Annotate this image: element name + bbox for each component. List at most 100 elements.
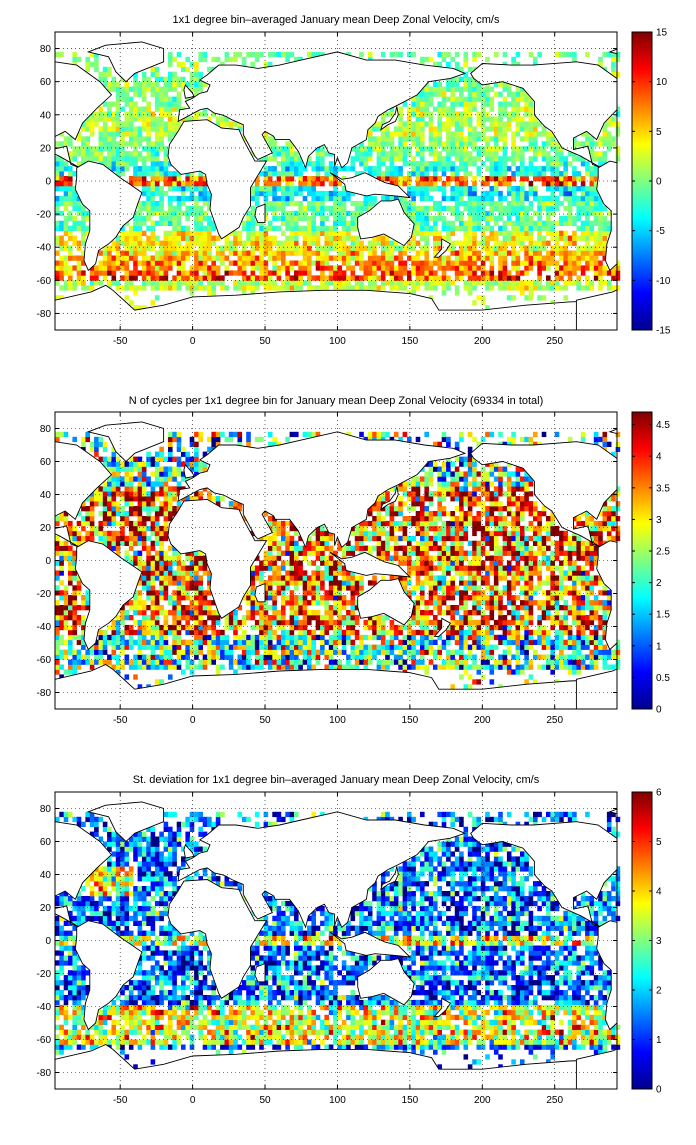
data-bin bbox=[303, 655, 308, 660]
data-bin bbox=[598, 231, 603, 236]
data-bin bbox=[464, 72, 469, 77]
data-bin bbox=[281, 256, 286, 261]
data-bin bbox=[307, 251, 312, 256]
data-bin bbox=[390, 630, 395, 635]
data-bin bbox=[498, 126, 503, 131]
data-bin bbox=[572, 57, 577, 62]
data-bin bbox=[272, 655, 277, 660]
data-bin bbox=[55, 166, 60, 171]
data-bin bbox=[198, 600, 203, 605]
data-bin bbox=[142, 121, 147, 126]
data-bin bbox=[77, 151, 82, 156]
data-bin bbox=[107, 640, 112, 645]
data-bin bbox=[485, 620, 490, 625]
data-bin bbox=[516, 251, 521, 256]
data-bin bbox=[420, 261, 425, 266]
data-bin bbox=[416, 176, 421, 181]
data-bin bbox=[211, 610, 216, 615]
data-bin bbox=[251, 246, 256, 251]
data-bin bbox=[112, 77, 117, 82]
data-bin bbox=[568, 261, 573, 266]
data-bin bbox=[590, 280, 595, 285]
data-bin bbox=[159, 211, 164, 216]
data-bin bbox=[311, 630, 316, 635]
data-bin bbox=[433, 221, 438, 226]
data-bin bbox=[464, 57, 469, 62]
data-bin bbox=[190, 285, 195, 290]
data-bin bbox=[503, 156, 508, 161]
data-bin bbox=[298, 181, 303, 186]
data-bin bbox=[281, 261, 286, 266]
data-bin bbox=[329, 181, 334, 186]
data-bin bbox=[290, 280, 295, 285]
data-bin bbox=[420, 191, 425, 196]
data-bin bbox=[442, 92, 447, 97]
data-bin bbox=[442, 107, 447, 112]
data-bin bbox=[99, 645, 104, 650]
data-bin bbox=[107, 660, 112, 665]
data-bin bbox=[255, 246, 260, 251]
data-bin bbox=[125, 630, 130, 635]
data-bin bbox=[394, 256, 399, 261]
data-bin bbox=[603, 280, 608, 285]
panel-title: 1x1 degree bin–averaged January mean Dee… bbox=[173, 14, 500, 26]
data-bin bbox=[581, 181, 586, 186]
data-bin bbox=[120, 650, 125, 655]
data-bin bbox=[433, 141, 438, 146]
data-bin bbox=[177, 270, 182, 275]
data-bin bbox=[546, 186, 551, 191]
data-bin bbox=[320, 650, 325, 655]
data-bin bbox=[211, 655, 216, 660]
data-bin bbox=[372, 166, 377, 171]
data-bin bbox=[159, 87, 164, 92]
data-bin bbox=[524, 270, 529, 275]
data-bin bbox=[364, 196, 369, 201]
data-bin bbox=[324, 655, 329, 660]
data-bin bbox=[155, 67, 160, 72]
data-bin bbox=[329, 595, 334, 600]
data-bin bbox=[377, 121, 382, 126]
data-bin bbox=[77, 146, 82, 151]
data-bin bbox=[81, 275, 86, 280]
data-bin bbox=[364, 146, 369, 151]
data-bin bbox=[572, 620, 577, 625]
data-bin bbox=[324, 176, 329, 181]
data-bin bbox=[281, 615, 286, 620]
data-bin bbox=[290, 600, 295, 605]
data-bin bbox=[55, 270, 60, 275]
data-bin bbox=[168, 107, 173, 112]
data-bin bbox=[594, 246, 599, 251]
data-bin bbox=[498, 280, 503, 285]
data-bin bbox=[151, 595, 156, 600]
data-bin bbox=[503, 270, 508, 275]
data-bin bbox=[377, 275, 382, 280]
data-bin bbox=[398, 131, 403, 136]
data-bin bbox=[151, 256, 156, 261]
data-bin bbox=[416, 241, 421, 246]
data-bin bbox=[494, 116, 499, 121]
data-bin bbox=[520, 270, 525, 275]
data-bin bbox=[303, 620, 308, 625]
data-bin bbox=[194, 216, 199, 221]
data-bin bbox=[277, 640, 282, 645]
data-bin bbox=[485, 625, 490, 630]
data-bin bbox=[429, 92, 434, 97]
data-bin bbox=[390, 136, 395, 141]
data-bin bbox=[524, 635, 529, 640]
data-bin bbox=[485, 221, 490, 226]
data-bin bbox=[194, 590, 199, 595]
data-bin bbox=[311, 590, 316, 595]
data-bin bbox=[142, 270, 147, 275]
data-bin bbox=[298, 610, 303, 615]
data-bin bbox=[394, 131, 399, 136]
data-bin bbox=[503, 166, 508, 171]
data-bin bbox=[198, 280, 203, 285]
data-bin bbox=[464, 600, 469, 605]
data-bin bbox=[546, 615, 551, 620]
data-bin bbox=[351, 265, 356, 270]
data-bin bbox=[420, 181, 425, 186]
data-bin bbox=[520, 107, 525, 112]
data-bin bbox=[259, 645, 264, 650]
data-bin bbox=[481, 610, 486, 615]
data-bin bbox=[168, 625, 173, 630]
